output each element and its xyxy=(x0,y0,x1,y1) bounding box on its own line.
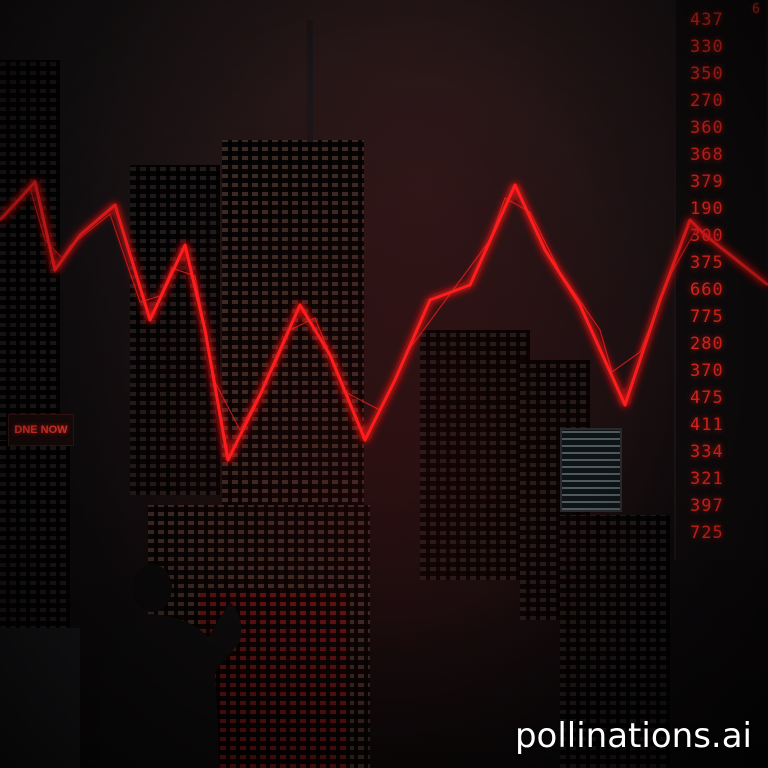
person-silhouette xyxy=(100,564,242,768)
market-zigzag-jitter xyxy=(9,186,699,432)
watermark-text: pollinations.ai xyxy=(514,716,752,756)
